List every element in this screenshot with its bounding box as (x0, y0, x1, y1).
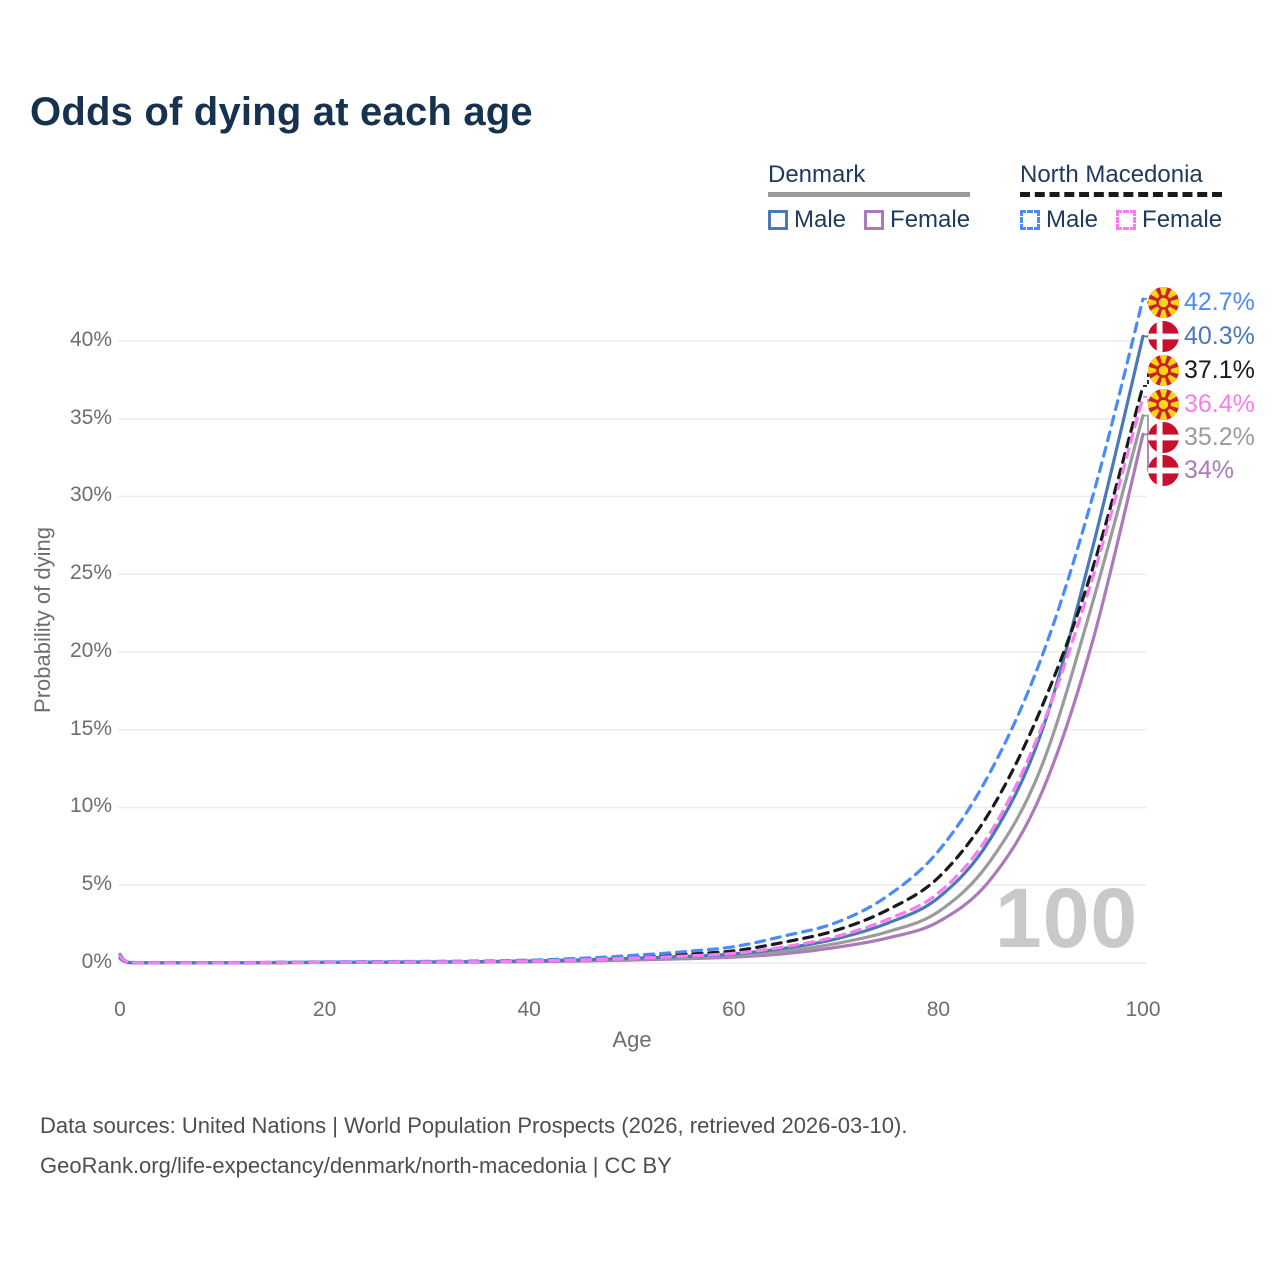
x-tick-label: 40 (517, 998, 541, 1021)
legend-item-denmark-female[interactable]: Female (864, 206, 970, 234)
y-tick-label: 0% (81, 950, 112, 973)
legend-header-north-macedonia: North Macedonia (1020, 161, 1203, 188)
age-counter-watermark: 100 (995, 871, 1139, 965)
footer-line-2: GeoRank.org/life-expectancy/denmark/nort… (40, 1153, 672, 1178)
north-macedonia-male-swatch-icon (1020, 210, 1040, 231)
series-line-nm_female[interactable] (118, 395, 1145, 965)
x-tick-label: 60 (722, 998, 746, 1021)
series-line-nm_all[interactable] (118, 384, 1145, 965)
end-value: 37.1% (1184, 356, 1255, 384)
legend-header-denmark: Denmark (768, 161, 866, 188)
end-label-north-macedonia-male: 42.7% (1148, 287, 1255, 318)
series-line-nm_male[interactable] (118, 297, 1145, 965)
legend-item-north-macedonia-female[interactable]: Female (1116, 206, 1222, 234)
legend-group-denmark: Denmark Male Female (768, 161, 971, 234)
denmark-flag-icon (1148, 321, 1179, 352)
end-value: 42.7% (1184, 288, 1255, 316)
series-line-dk_male[interactable] (118, 334, 1145, 965)
north-macedonia-flag-icon (1148, 287, 1179, 318)
footer-line-1: Data sources: United Nations | World Pop… (40, 1113, 908, 1138)
denmark-male-swatch-icon (768, 210, 788, 231)
denmark-flag-icon (1148, 422, 1179, 453)
x-axis-title: Age (612, 1027, 652, 1052)
denmark-line-style-key (768, 192, 971, 198)
end-label-north-macedonia-all: 37.1% (1148, 355, 1255, 386)
y-tick-label: 10% (69, 794, 112, 818)
y-tick-label: 15% (69, 716, 112, 740)
north-macedonia-line-style-key (1020, 192, 1223, 198)
legend-label: Female (890, 206, 971, 234)
data-source-footer: Data sources: United Nations | World Pop… (40, 1106, 907, 1186)
legend-item-denmark-male[interactable]: Male (768, 206, 846, 234)
end-value: 35.2% (1184, 423, 1255, 451)
page-title: Odds of dying at each age (30, 90, 533, 134)
legend-label: Male (1046, 206, 1099, 234)
y-tick-label: 35% (69, 405, 112, 429)
legend-group-north-macedonia: North Macedonia Male Female (1020, 161, 1223, 234)
x-tick-label: 80 (926, 998, 951, 1021)
end-label-denmark-male: 40.3% (1148, 321, 1255, 352)
x-tick-label: 0 (114, 998, 126, 1021)
north-macedonia-flag-icon (1148, 355, 1179, 386)
y-tick-label: 5% (81, 872, 112, 896)
legend-item-north-macedonia-male[interactable]: Male (1020, 206, 1098, 234)
end-value: 34% (1184, 456, 1235, 484)
series-line-dk_female[interactable] (118, 432, 1145, 965)
north-macedonia-female-swatch-icon (1116, 210, 1137, 231)
end-label-north-macedonia-female: 36.4% (1148, 389, 1255, 420)
x-tick-label: 20 (312, 998, 337, 1021)
north-macedonia-flag-icon (1148, 389, 1179, 420)
denmark-female-swatch-icon (864, 210, 885, 231)
legend-label: Female (1142, 206, 1223, 234)
y-tick-label: 30% (69, 483, 112, 507)
denmark-flag-icon (1148, 455, 1179, 486)
end-label-denmark-female: 34% (1148, 455, 1234, 486)
y-axis-title: Probability of dying (30, 527, 55, 713)
y-tick-label: 25% (69, 561, 112, 585)
end-label-denmark-all: 35.2% (1148, 422, 1255, 453)
y-tick-label: 20% (69, 638, 112, 662)
y-tick-label: 40% (69, 327, 112, 351)
legend-label: Male (794, 206, 847, 234)
end-value: 40.3% (1184, 322, 1255, 350)
series-line-dk_all[interactable] (118, 414, 1145, 965)
end-value: 36.4% (1184, 390, 1255, 418)
x-tick-label: 100 (1125, 998, 1161, 1021)
